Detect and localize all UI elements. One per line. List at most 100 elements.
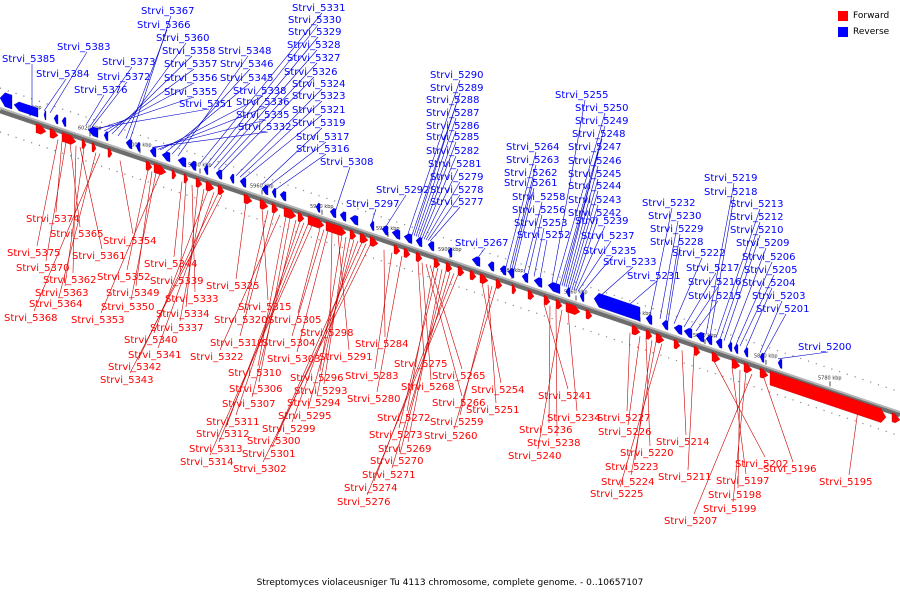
reverse-gene-label: Strvi_5316 <box>296 144 350 155</box>
leader-line <box>107 68 195 133</box>
leader-line <box>45 142 67 262</box>
leader-line <box>376 255 403 393</box>
leader-line <box>459 286 493 416</box>
reverse-gene-label: Strvi_5327 <box>287 53 341 64</box>
reverse-gene-arrow <box>149 147 157 158</box>
leader-line <box>55 140 63 213</box>
leader-line <box>527 214 543 275</box>
leader-line <box>425 181 461 241</box>
leader-line <box>267 141 327 187</box>
forward-gene-arrow <box>195 177 203 188</box>
leader-line <box>271 243 367 448</box>
reverse-gene-arrow <box>507 268 515 279</box>
forward-gene-arrow <box>527 289 535 300</box>
leader-line <box>513 187 535 270</box>
forward-gene-arrow <box>205 180 215 192</box>
reverse-gene-label: Strvi_5237 <box>581 231 635 242</box>
reverse-gene-label: Strvi_5332 <box>238 122 292 133</box>
forward-gene-label: Strvi_5339 <box>150 276 204 287</box>
leader-line <box>763 313 787 355</box>
forward-gene-label: Strvi_5370 <box>16 263 70 274</box>
reverse-gene-label: Strvi_5278 <box>430 185 484 196</box>
forward-gene-label: Strvi_5207 <box>664 516 718 527</box>
reverse-gene-label: Strvi_5384 <box>36 69 90 80</box>
leader-line <box>391 271 451 469</box>
leader-line <box>565 165 599 288</box>
forward-gene-label: Strvi_5198 <box>708 490 762 501</box>
leader-line <box>235 221 301 416</box>
reverse-gene-arrow <box>759 352 765 363</box>
leader-line <box>157 192 215 349</box>
forward-gene-arrow <box>891 412 900 424</box>
reverse-gene-label: Strvi_5252 <box>517 230 571 241</box>
leader-line <box>597 266 634 299</box>
leader-line <box>371 208 377 222</box>
forward-gene-label: Strvi_5296 <box>290 373 344 384</box>
leader-line <box>296 230 329 353</box>
leader-line <box>665 233 681 322</box>
leader-line <box>91 81 128 128</box>
forward-gene-label: Strvi_5306 <box>229 384 283 395</box>
reverse-gene-label: Strvi_5261 <box>504 178 558 189</box>
leader-line <box>737 369 741 489</box>
forward-gene-label: Strvi_5268 <box>401 382 455 393</box>
forward-gene-label: Strvi_5304 <box>262 338 316 349</box>
forward-gene-label: Strvi_5349 <box>106 288 160 299</box>
forward-gene-label: Strvi_5271 <box>362 470 416 481</box>
forward-gene-label: Strvi_5353 <box>71 315 125 326</box>
leader-line <box>185 186 199 308</box>
axis-shadow-line <box>0 108 900 418</box>
forward-gene-label: Strvi_5227 <box>597 413 651 424</box>
leader-line <box>723 234 761 341</box>
forward-gene-arrow <box>369 236 379 247</box>
forward-gene-label: Strvi_5214 <box>656 437 710 448</box>
forward-gene-label: Strvi_5364 <box>29 299 83 310</box>
reverse-gene-label: Strvi_5357 <box>164 59 218 70</box>
reverse-gene-arrow <box>733 344 739 355</box>
leader-line <box>630 341 657 476</box>
leader-line <box>563 151 599 287</box>
forward-gene-label: Strvi_5352 <box>97 272 151 283</box>
reverse-gene-label: Strvi_5324 <box>292 79 346 90</box>
reverse-gene-label: Strvi_5246 <box>568 156 622 167</box>
reverse-gene-label: Strvi_5200 <box>798 342 852 353</box>
forward-gene-arrow <box>259 199 269 210</box>
leader-line <box>511 177 535 269</box>
forward-gene-arrow <box>631 324 641 336</box>
forward-gene-label: Strvi_5340 <box>124 335 178 346</box>
forward-gene-arrow <box>655 332 665 344</box>
forward-gene-label: Strvi_5274 <box>344 483 398 494</box>
forward-gene-label: Strvi_5280 <box>347 394 401 405</box>
leader-line <box>243 114 323 179</box>
leader-line <box>555 307 558 437</box>
reverse-gene-arrow <box>391 229 401 240</box>
forward-gene-label: Strvi_5315 <box>238 302 292 313</box>
leader-line <box>709 196 735 336</box>
forward-gene-label: Strvi_5284 <box>355 339 409 350</box>
reverse-gene-arrow <box>579 292 585 303</box>
leader-line <box>453 287 497 430</box>
forward-gene-arrow <box>555 299 563 310</box>
leader-line <box>715 208 761 338</box>
reverse-gene-label: Strvi_5323 <box>292 91 346 102</box>
reverse-gene-arrow <box>593 293 641 322</box>
leader-line <box>64 148 85 287</box>
reverse-gene-label: Strvi_5203 <box>752 291 806 302</box>
reverse-gene-label: Strvi_5232 <box>642 198 696 209</box>
leader-line <box>291 229 325 337</box>
leader-line <box>739 274 775 347</box>
leader-line <box>407 79 461 234</box>
leader-line <box>36 139 59 247</box>
reverse-gene-label: Strvi_5262 <box>504 168 558 179</box>
leader-line <box>423 168 459 240</box>
reverse-gene-arrow <box>471 256 481 267</box>
reverse-gene-label: Strvi_5367 <box>141 6 195 17</box>
reverse-gene-label: Strvi_5255 <box>555 90 609 101</box>
tick-label: 5960 kbp <box>250 183 274 189</box>
forward-gene-label: Strvi_5283 <box>345 371 399 382</box>
leader-line <box>551 99 586 283</box>
leader-line <box>626 332 631 412</box>
forward-gene-label: Strvi_5300 <box>247 436 301 447</box>
forward-gene-arrow <box>349 229 357 240</box>
leader-line <box>171 68 251 155</box>
